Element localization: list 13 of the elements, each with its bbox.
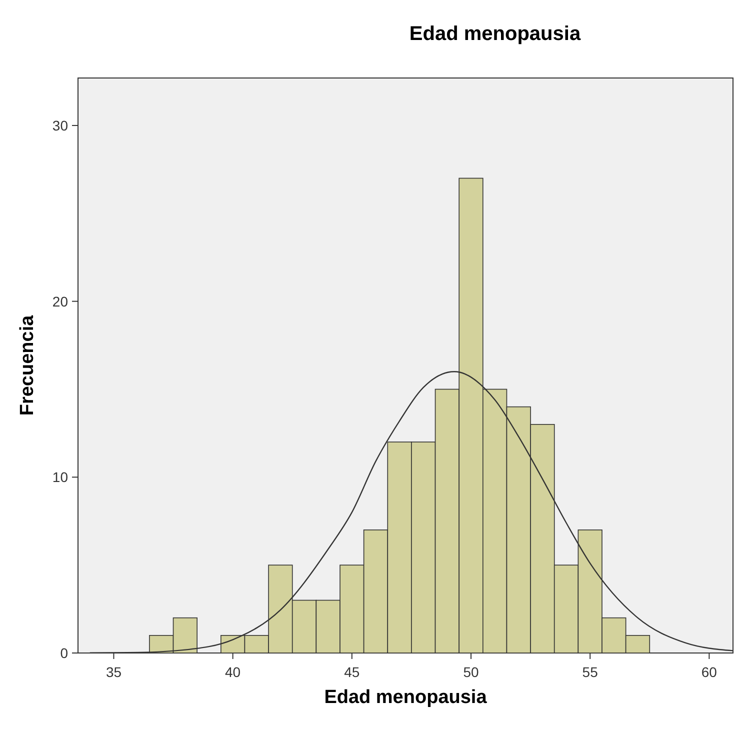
x-tick-label: 55 — [582, 664, 598, 680]
x-tick-label: 50 — [463, 664, 479, 680]
x-tick-label: 45 — [344, 664, 360, 680]
y-tick-label: 30 — [52, 117, 68, 134]
x-tick-label: 60 — [701, 664, 718, 680]
y-axis-title: Frecuencia — [17, 314, 38, 416]
x-tick-label: 40 — [225, 664, 241, 680]
y-tick-label: 0 — [60, 645, 68, 661]
x-tick-label: 35 — [106, 664, 122, 680]
x-axis-title: Edad menopausia — [324, 687, 488, 708]
chart-title: Edad menopausia — [409, 23, 582, 45]
y-tick-label: 10 — [52, 469, 68, 486]
y-tick-label: 20 — [52, 293, 68, 310]
